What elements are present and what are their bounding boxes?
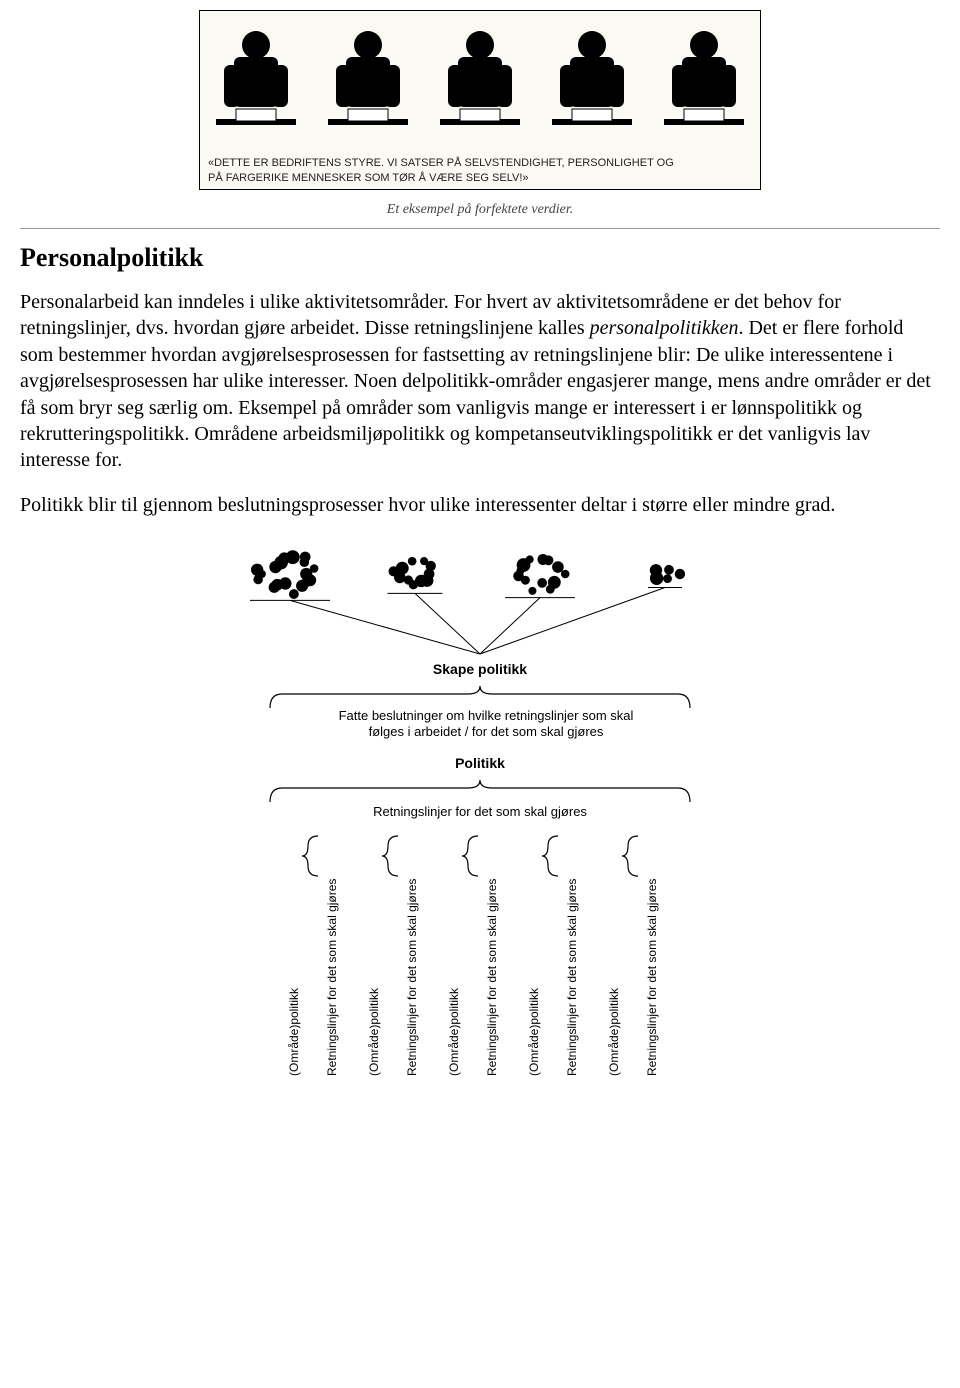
board-member-icon [206,23,306,143]
divider [20,228,940,229]
svg-text:Retningslinjer for det som ska: Retningslinjer for det som skal gjøres [405,879,419,1076]
svg-text:Fatte beslutninger om hvilke r: Fatte beslutninger om hvilke retningslin… [339,708,634,723]
board-member-icon [430,23,530,143]
policy-diagram: Skape politikk Fatte beslutninger om hvil… [20,536,940,1102]
caption-line-1: «DETTE ER BEDRIFTENS STYRE. VI SATSER PÅ… [208,157,674,169]
svg-text:Retningslinjer for det som ska: Retningslinjer for det som skal gjøres [645,879,659,1076]
svg-text:Retningslinjer for det som ska: Retningslinjer for det som skal gjøres [373,804,587,819]
svg-text:(Område)politikk: (Område)politikk [447,987,461,1076]
svg-text:(Område)politikk: (Område)politikk [607,987,621,1076]
svg-text:Skape politikk: Skape politikk [433,661,527,677]
illustration-caption: «DETTE ER BEDRIFTENS STYRE. VI SATSER PÅ… [208,156,752,185]
paragraph-1: Personalarbeid kan inndeles i ulike akti… [20,289,940,474]
board-member-icon [318,23,418,143]
board-member-icon [654,23,754,143]
svg-text:Retningslinjer for det som ska: Retningslinjer for det som skal gjøres [485,879,499,1076]
illustration-box: «DETTE ER BEDRIFTENS STYRE. VI SATSER PÅ… [199,10,761,190]
svg-text:Politikk: Politikk [455,755,505,771]
illustration-people-row [200,19,760,143]
diagram-svg: Skape politikk Fatte beslutninger om hvil… [210,536,750,1096]
board-member-icon [542,23,642,143]
svg-text:følges i arbeidet / for det so: følges i arbeidet / for det som skal gjø… [369,724,604,739]
svg-text:(Område)politikk: (Område)politikk [367,987,381,1076]
svg-text:Retningslinjer for det som ska: Retningslinjer for det som skal gjøres [565,879,579,1076]
caption-line-2: PÅ FARGERIKE MENNESKER SOM TØR Å VÆRE SE… [208,172,529,184]
p1-part-b: . Det er flere forhold som bestemmer hvo… [20,317,931,471]
paragraph-2: Politikk blir til gjennom beslutningspro… [20,492,940,518]
page-heading: Personalpolitikk [20,243,940,273]
top-figure: «DETTE ER BEDRIFTENS STYRE. VI SATSER PÅ… [20,10,940,218]
p1-italic: personalpolitikken [590,317,739,339]
figure-subcaption: Et eksempel på forfektete verdier. [20,202,940,218]
svg-text:(Område)politikk: (Område)politikk [527,987,541,1076]
svg-text:Retningslinjer for det som ska: Retningslinjer for det som skal gjøres [325,879,339,1076]
svg-text:(Område)politikk: (Område)politikk [287,987,301,1076]
